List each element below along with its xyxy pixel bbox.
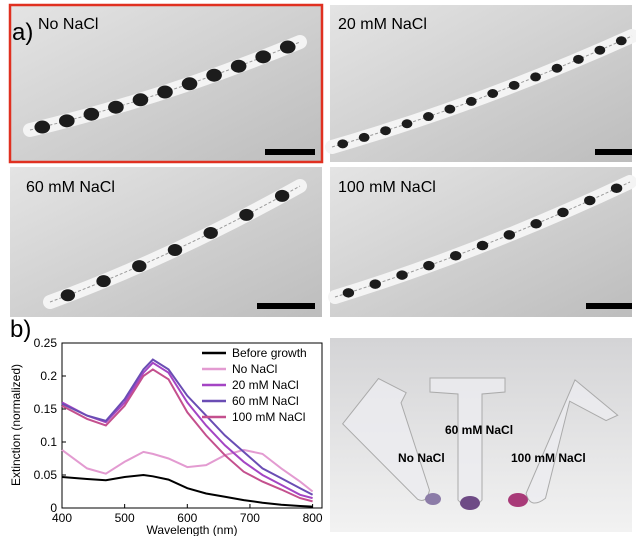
x-tick-label: 500 [115,511,135,525]
image-label: 20 mM NaCl [338,16,427,33]
nanoparticle [359,133,370,142]
legend-label: 60 mM NaCl [232,394,299,408]
nanoparticle [280,41,296,54]
image-label: No NaCl [38,16,98,33]
photo-label: 60 mM NaCl [445,423,513,437]
nanoparticle [573,55,584,64]
nanoparticle [275,190,289,202]
nanoparticle [557,208,568,218]
nanoparticle [423,112,434,121]
nanoparticle [477,241,488,251]
photo-label: 100 mM NaCl [511,451,586,465]
chart: Extinction (normalized) Wavelength (nm) … [9,336,323,536]
nanoparticle [466,97,477,106]
image-label: 60 mM NaCl [26,179,115,196]
nanoparticle [584,196,595,206]
x-tick-label: 800 [303,511,323,525]
legend-label: 20 mM NaCl [232,378,299,392]
nanoparticle [337,139,348,148]
image-label: 100 mM NaCl [338,179,436,196]
nanoparticle [487,89,498,98]
nanoparticle [61,289,75,301]
nanoparticle [343,288,354,298]
nanoparticle [450,251,461,261]
legend-label: Before growth [232,346,307,360]
nanoparticle [206,69,222,82]
nanoparticle [239,209,253,221]
y-tick-label: 0.1 [40,435,57,449]
nanoparticle [380,126,391,135]
nanoparticle [530,72,541,81]
nanoparticle [108,101,124,114]
y-axis-label: Extinction (normalized) [9,364,23,486]
nanoparticle [34,121,50,134]
legend-label: 100 mM NaCl [232,410,305,424]
nanoparticle [530,219,541,229]
y-tick-label: 0.25 [34,336,58,350]
nanoparticle [133,93,149,106]
nanoparticle [132,260,146,272]
plot-frame [62,343,322,508]
nanoparticle [611,184,622,194]
legend-label: No NaCl [232,362,277,376]
panel-label: a) [12,19,33,46]
nanoparticle [157,86,173,99]
panel-label: b) [10,316,31,343]
nanoparticle [168,244,182,256]
nanoparticle [552,64,563,73]
x-tick-label: 700 [240,511,260,525]
nanoparticle [504,230,515,240]
nanoparticle [616,36,627,45]
x-tick-label: 400 [52,511,72,525]
nanoparticle [231,60,247,73]
nanoparticle [255,50,271,63]
y-tick-label: 0.05 [34,468,58,482]
nanoparticle [84,108,100,121]
nanoparticle [96,275,110,287]
nanoparticle [444,105,455,114]
nanoparticle [396,270,407,280]
y-tick-label: 0.2 [40,369,57,383]
nanoparticle [204,227,218,239]
nanoparticle [402,119,413,128]
nanoparticle [182,77,198,90]
nanoparticle [59,114,75,127]
x-tick-label: 600 [177,511,197,525]
nanoparticle [594,46,605,55]
nanoparticle [509,81,520,90]
photo-label: No NaCl [398,451,445,465]
figure: a) No NaCl 20 mM NaCl 60 mM NaCl 100 mM … [0,0,636,536]
nanoparticle [423,261,434,271]
y-tick-label: 0.15 [34,402,58,416]
nanoparticle [370,279,381,289]
